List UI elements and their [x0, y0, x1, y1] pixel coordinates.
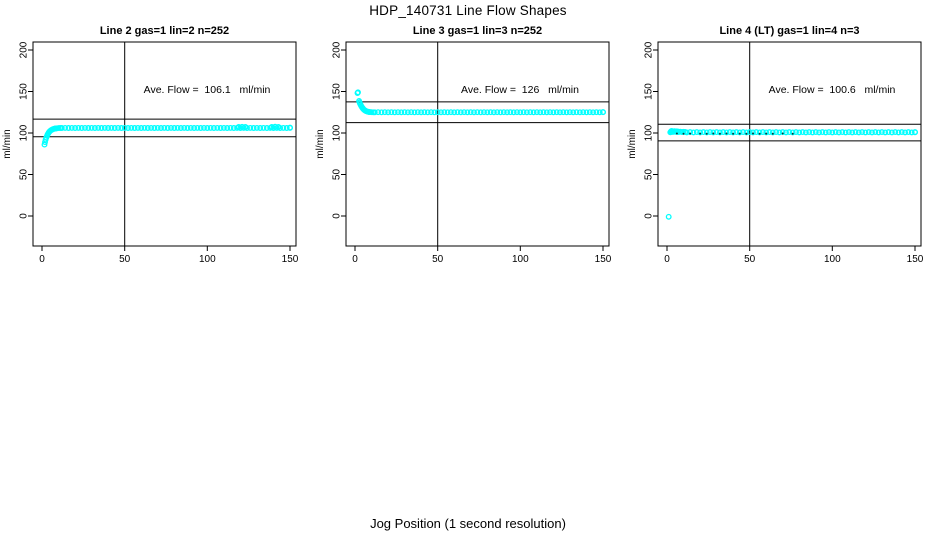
svg-text:150: 150 [282, 254, 299, 265]
svg-text:0: 0 [39, 254, 45, 265]
scatter-plot-line-2: 0 50 100 150 200 0 50 100 150 ml/min [2, 41, 299, 265]
scatter-plot-line-3: 0 50 100 150 200 0 50 100 150 ml/min [315, 41, 612, 265]
svg-text:150: 150 [332, 83, 343, 100]
svg-text:50: 50 [332, 169, 343, 181]
svg-text:50: 50 [644, 169, 655, 181]
svg-text:50: 50 [432, 254, 444, 265]
svg-text:100: 100 [332, 124, 343, 141]
svg-text:0: 0 [664, 254, 670, 265]
svg-text:50: 50 [19, 169, 30, 181]
panel-line-2: Line 2 gas=1 lin=2 n=252 0 50 100 150 200 0 50… [0, 20, 311, 282]
ave-flow-annotation-line-4: Ave. Flow = 100.6 ml/min [768, 84, 896, 96]
panel-title-line-4: Line 4 (LT) gas=1 lin=4 n=3 [719, 25, 860, 37]
svg-text:150: 150 [595, 254, 612, 265]
panel-line-3: Line 3 gas=1 lin=3 n=252 0 50 100 150 200 0 50… [313, 20, 624, 282]
svg-text:100: 100 [644, 124, 655, 141]
svg-text:200: 200 [644, 41, 655, 58]
svg-text:ml/min: ml/min [627, 129, 638, 158]
svg-text:150: 150 [907, 254, 924, 265]
svg-text:150: 150 [19, 83, 30, 100]
x-axis-label: Jog Position (1 second resolution) [370, 516, 566, 531]
page-title: HDP_140731 Line Flow Shapes [369, 3, 567, 18]
svg-text:100: 100 [512, 254, 529, 265]
panel-line-4: Line 4 (LT) gas=1 lin=4 n=3 0 50 100 150 200… [625, 20, 936, 282]
ave-flow-annotation-line-2: Ave. Flow = 106.1 ml/min [143, 84, 271, 96]
ave-flow-annotation-line-3: Ave. Flow = 126 ml/min [461, 84, 579, 96]
svg-text:0: 0 [332, 213, 343, 219]
svg-text:150: 150 [644, 83, 655, 100]
svg-text:200: 200 [19, 41, 30, 58]
svg-text:50: 50 [119, 254, 131, 265]
svg-text:0: 0 [644, 213, 655, 219]
svg-text:ml/min: ml/min [315, 129, 326, 158]
svg-text:0: 0 [352, 254, 358, 265]
svg-text:100: 100 [199, 254, 216, 265]
svg-text:100: 100 [19, 124, 30, 141]
panel-title-line-2: Line 2 gas=1 lin=2 n=252 [99, 25, 230, 37]
svg-text:0: 0 [19, 213, 30, 219]
svg-text:ml/min: ml/min [2, 129, 13, 158]
svg-text:100: 100 [824, 254, 841, 265]
svg-text:200: 200 [332, 41, 343, 58]
svg-text:50: 50 [744, 254, 756, 265]
panel-title-line-3: Line 3 gas=1 lin=3 n=252 [412, 25, 543, 37]
scatter-plot-line-4: 0 50 100 150 200 0 50 100 150 ml/min [627, 41, 924, 265]
